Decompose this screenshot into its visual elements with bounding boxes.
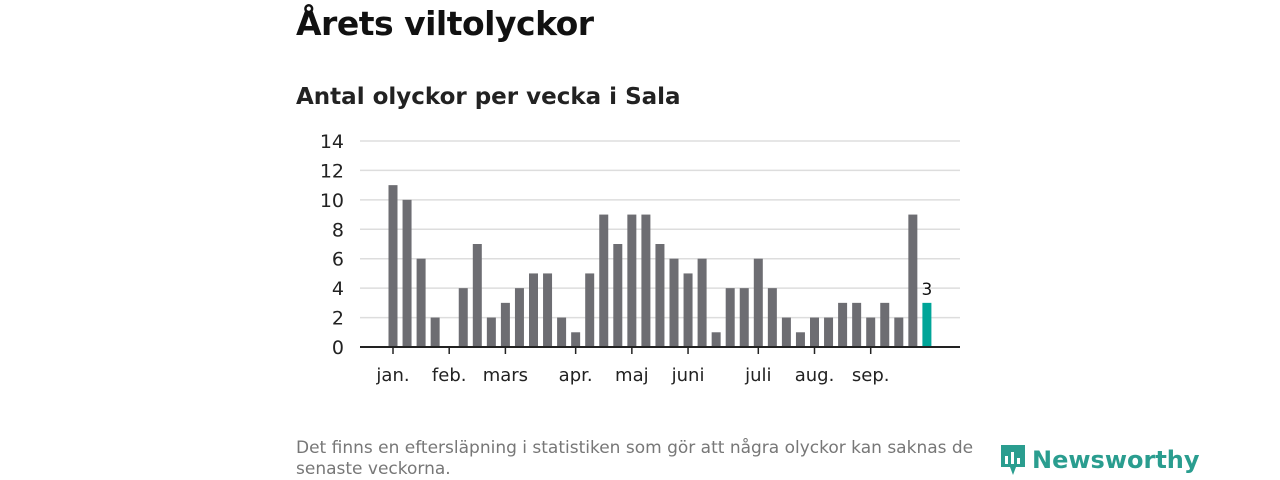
x-tick-label: mars [483,365,528,386]
bar [543,273,553,347]
bar [472,244,482,347]
newsworthy-logo: Newsworthy [1000,444,1200,476]
bar [585,273,595,347]
x-tick-label: maj [615,365,649,386]
logo-icon [1001,445,1025,475]
bar [669,258,679,347]
x-tick-label: aug. [795,365,835,386]
bar [641,214,651,347]
bar [922,302,932,347]
bar [908,214,918,347]
x-tick-label: juli [744,365,771,386]
bar [711,332,721,347]
bar [388,185,398,347]
bar [866,317,876,347]
bar [697,258,707,347]
bar [402,199,412,347]
y-tick-label: 8 [332,219,344,241]
y-tick-label: 2 [332,308,344,330]
bar [500,302,510,347]
bar [655,244,665,347]
chart-title: Antal olyckor per vecka i Sala [296,84,681,110]
bar [529,273,538,347]
bar [824,317,834,347]
bar [781,317,791,347]
y-tick-label: 12 [320,160,344,182]
bar [599,214,609,347]
y-tick-label: 10 [320,190,344,212]
bar [725,288,735,347]
bar [557,317,567,347]
bar [838,302,848,347]
bar [880,302,890,347]
x-tick-label: apr. [559,365,593,386]
bar [852,302,862,347]
y-tick-label: 14 [320,131,344,153]
bar [753,258,763,347]
bar [683,273,693,347]
y-tick-label: 4 [332,278,344,300]
bar [458,288,468,347]
y-tick-label: 0 [332,337,344,359]
bar [894,317,904,347]
bar [486,317,496,347]
bar [739,288,749,347]
bar [613,244,623,347]
page-title: Årets viltolyckor [296,4,594,43]
footnote: Det finns en eftersläpning i statistiken… [296,438,974,479]
bar [627,214,637,347]
y-tick-label: 6 [332,249,344,271]
bar [767,288,777,347]
x-tick-label: sep. [852,365,890,386]
data-label: 3 [921,280,932,300]
bar [571,332,581,347]
bar [416,258,426,347]
logo-text: Newsworthy [1032,446,1200,474]
x-tick-label: juni [671,365,705,386]
bar [795,332,805,347]
bar [430,317,440,347]
x-tick-label: jan. [375,365,409,386]
x-tick-label: feb. [432,365,467,386]
bar [514,288,524,347]
bar [810,317,819,347]
